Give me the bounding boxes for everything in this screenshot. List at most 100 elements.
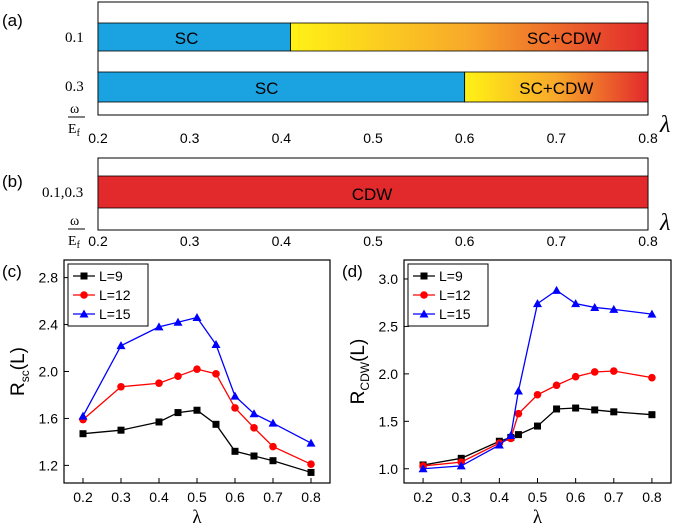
triangle-marker	[513, 386, 523, 395]
x-a-tick-label: 0.2	[88, 130, 108, 146]
panel-label-b: (b)	[2, 172, 23, 191]
series-line	[82, 316, 312, 444]
square-marker	[250, 452, 258, 460]
circle-marker	[648, 373, 656, 382]
square-marker	[155, 418, 163, 426]
circle-marker	[193, 365, 201, 373]
circle-marker	[231, 404, 239, 412]
triangle-marker	[306, 438, 316, 447]
triangle-marker	[173, 317, 183, 326]
x-a-tick-label: 0.3	[180, 130, 200, 146]
legend-label: L=15	[439, 306, 471, 322]
x-tick-label: 0.7	[263, 489, 283, 505]
line-chart-d: 0.2 0.3 0.4 0.5 0.6 0.7 0.8 1.0 1.5 2.0 2.5 3.0 λ RCD…	[348, 259, 672, 528]
ef-label-b: Ef	[68, 234, 81, 251]
square-marker	[610, 408, 618, 416]
square-marker	[80, 272, 88, 280]
x-b-tick-label: 0.3	[180, 233, 200, 249]
x-b-tick-label: 0.2	[88, 233, 108, 249]
bar-cdw-label: CDW	[352, 185, 393, 204]
bar-row2-sc-cdw-label: SC+CDW	[519, 79, 593, 98]
square-marker	[117, 426, 125, 434]
x-b-tick-label: 0.5	[363, 233, 383, 249]
x-tick-label: 0.6	[225, 489, 245, 505]
triangle-marker	[249, 409, 259, 418]
square-marker	[534, 422, 541, 430]
y-axis-label: Rsc(L)	[8, 347, 32, 396]
x-a-tick-label: 0.6	[455, 130, 475, 146]
circle-marker	[420, 291, 428, 299]
y-tick-label: 2.8	[39, 270, 59, 286]
series-line	[82, 368, 312, 465]
y-tick-label: 2.5	[379, 318, 399, 334]
x-a-tick-label: 0.7	[547, 130, 567, 146]
x-tick-label: 0.4	[490, 489, 510, 505]
legend-label: L=12	[99, 287, 131, 303]
circle-marker	[212, 370, 220, 378]
x-axis-label: λ	[533, 507, 543, 528]
x-b-tick-label: 0.6	[455, 233, 475, 249]
square-marker	[269, 457, 277, 465]
triangle-marker	[116, 341, 126, 350]
y-tick-label: 1.2	[39, 457, 59, 473]
triangle-marker	[268, 418, 278, 427]
triangle-marker	[590, 302, 600, 311]
x-b-tick-label: 0.7	[547, 233, 567, 249]
square-marker	[553, 405, 561, 413]
bar-row1-sc-cdw-label: SC+CDW	[527, 29, 601, 48]
x-b-tick-label: 0.8	[638, 233, 658, 249]
triangle-marker	[211, 340, 221, 349]
bar-row2-sc	[97, 71, 466, 103]
square-marker	[648, 411, 656, 419]
x-b-tick-label: 0.4	[272, 233, 292, 249]
x-tick-label: 0.4	[149, 489, 169, 505]
x-a-tick-label: 0.5	[363, 130, 383, 146]
series-line	[422, 407, 652, 466]
bar-row1-sc	[97, 22, 291, 52]
square-marker	[174, 409, 182, 417]
triangle-marker	[533, 299, 542, 308]
x-tick-label: 0.3	[451, 489, 471, 505]
x-tick-label: 0.5	[187, 489, 207, 505]
legend-label: L=9	[99, 268, 123, 284]
lambda-label-a: λ	[659, 112, 670, 138]
bar-cdw	[97, 175, 649, 209]
panel-label-c: (c)	[2, 262, 22, 281]
square-marker	[591, 406, 599, 414]
triangle-marker	[456, 461, 466, 470]
legend-label: L=9	[439, 268, 463, 284]
triangle-marker	[418, 464, 428, 473]
circle-marker	[552, 381, 561, 390]
row1-label: 0.1	[65, 30, 84, 46]
triangle-marker	[230, 391, 240, 400]
x-tick-label: 0.7	[604, 489, 624, 505]
square-marker	[79, 430, 87, 438]
frame-a	[97, 1, 649, 116]
triangle-marker	[609, 304, 619, 313]
x-tick-label: 0.5	[528, 489, 548, 505]
circle-marker	[307, 460, 315, 469]
line-chart-c: 0.2 0.3 0.4 0.5 0.6 0.7 0.8 1.2 1.6 2.0 2.4 2.8 λ Rsc…	[8, 259, 331, 528]
triangle-marker	[494, 440, 504, 449]
phase-diagram-b: (b) CDW 0.1,0.3 ω Ef 0.2 0.3 0.4 0.5 0.6 0.7 0…	[2, 157, 670, 251]
bar-row2-sc-label: SC	[255, 79, 279, 98]
x-tick-label: 0.8	[301, 489, 321, 505]
legend-label: L=12	[439, 287, 471, 303]
circle-marker	[609, 367, 618, 375]
square-marker	[514, 431, 522, 439]
square-marker	[212, 420, 220, 428]
circle-marker	[117, 382, 125, 391]
bar-row1-sc-label: SC	[175, 29, 199, 48]
x-tick-label: 0.2	[413, 489, 433, 505]
y-tick-label: 1.0	[379, 461, 399, 477]
bar-row2-sc-cdw	[464, 71, 649, 103]
omega-label-a: ω	[70, 102, 79, 117]
x-tick-label: 0.6	[566, 489, 586, 505]
x-tick-label: 0.3	[111, 489, 131, 505]
y-tick-label: 2.4	[39, 317, 59, 333]
ef-label-a: Ef	[68, 122, 81, 139]
square-marker	[420, 272, 428, 280]
y-tick-label: 1.6	[39, 410, 59, 426]
lambda-label-b: λ	[659, 210, 670, 236]
phase-diagram-a: (a) SC SC+CDW 0.1 SC SC+CDW 0.3 ω Ef 0.2…	[2, 1, 670, 146]
